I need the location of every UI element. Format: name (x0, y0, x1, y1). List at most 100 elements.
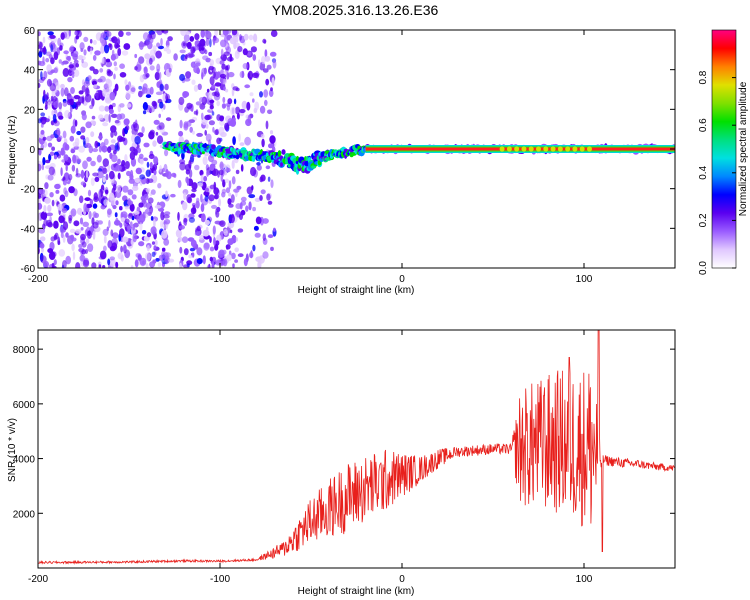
noise-speckle (70, 234, 75, 241)
noise-speckle (217, 250, 223, 259)
noise-speckle (122, 185, 129, 193)
noise-speckle (173, 53, 178, 61)
noise-speckle (53, 67, 58, 74)
noise-speckle (134, 178, 140, 183)
noise-speckle (196, 225, 201, 232)
noise-speckle (205, 123, 209, 129)
noise-speckle (193, 110, 198, 115)
noise-speckle (231, 30, 238, 36)
noise-speckle (110, 229, 114, 237)
noise-speckle (103, 235, 107, 244)
noise-speckle (38, 41, 43, 50)
noise-speckle (203, 175, 208, 182)
signal-blob (280, 162, 283, 167)
noise-speckle (113, 130, 118, 137)
noise-speckle (158, 207, 165, 212)
noise-speckle (110, 125, 117, 133)
noise-speckle (40, 211, 48, 220)
noise-speckle (83, 36, 89, 43)
noise-speckle (65, 255, 71, 265)
noise-speckle (165, 117, 172, 122)
noise-speckle (50, 57, 55, 65)
noise-speckle (38, 202, 43, 210)
noise-speckle (134, 53, 138, 59)
noise-speckle (40, 129, 45, 135)
noise-speckle (234, 106, 241, 115)
signal-blob (251, 155, 256, 162)
noise-speckle (47, 142, 53, 148)
noise-speckle (109, 256, 116, 261)
noise-speckle (143, 67, 147, 72)
noise-speckle (110, 196, 116, 206)
noise-speckle (94, 50, 101, 56)
noise-speckle (84, 93, 92, 103)
noise-speckle (85, 203, 93, 209)
noise-speckle (87, 75, 92, 81)
noise-speckle (100, 142, 106, 151)
noise-speckle (53, 154, 58, 160)
noise-speckle (102, 265, 106, 268)
noise-speckle (63, 187, 67, 195)
noise-speckle (162, 93, 167, 102)
noise-speckle (239, 142, 245, 147)
noise-speckle (122, 166, 127, 171)
noise-speckle (206, 265, 210, 268)
colorbar-label: Normalized spectral amplitude (738, 81, 749, 216)
noise-speckle (252, 206, 256, 212)
signal-knot (550, 146, 556, 152)
noise-speckle (148, 57, 153, 65)
noise-speckle (82, 137, 86, 145)
noise-speckle (171, 172, 177, 178)
noise-speckle (53, 51, 59, 60)
noise-speckle (262, 68, 269, 73)
noise-speckle (119, 206, 123, 211)
noise-speckle (90, 160, 96, 167)
noise-speckle (226, 72, 230, 80)
noise-speckle (262, 38, 267, 44)
noise-speckle (216, 234, 222, 242)
noise-speckle (76, 130, 82, 136)
spectrogram-ytick-label: -60 (21, 264, 36, 275)
noise-speckle (73, 69, 80, 77)
noise-speckle (151, 251, 156, 257)
noise-speckle (267, 200, 273, 205)
noise-speckle (126, 225, 132, 230)
noise-speckle (265, 165, 271, 170)
noise-speckle (92, 54, 97, 61)
noise-speckle (212, 126, 215, 133)
noise-speckle (38, 118, 42, 124)
noise-speckle (179, 119, 183, 129)
noise-speckle (200, 174, 204, 183)
noise-speckle (62, 260, 67, 268)
noise-speckle (129, 203, 135, 212)
noise-speckle (107, 208, 112, 215)
noise-speckle (209, 104, 214, 110)
noise-speckle (218, 169, 224, 176)
noise-speckle (200, 203, 205, 213)
noise-speckle (62, 67, 70, 77)
noise-speckle (165, 190, 168, 198)
noise-speckle (248, 194, 256, 199)
noise-speckle (105, 60, 113, 68)
noise-speckle (186, 263, 190, 268)
noise-speckle (211, 66, 216, 73)
noise-speckle (156, 135, 164, 145)
colorbar-axes: 0.0 0.2 0.4 0.6 0.8 (698, 70, 736, 275)
noise-speckle (109, 43, 113, 51)
noise-speckle (38, 195, 42, 200)
noise-speckle (252, 244, 256, 252)
noise-speckle (194, 231, 198, 236)
noise-speckle (195, 62, 201, 67)
spectrogram-ytick-label: -40 (21, 224, 36, 235)
noise-speckle (54, 232, 59, 240)
noise-speckle (204, 49, 208, 55)
noise-speckle (122, 236, 129, 243)
noise-speckle (248, 34, 254, 41)
noise-speckle (114, 66, 118, 71)
noise-speckle (58, 249, 66, 257)
noise-speckle (102, 158, 110, 167)
noise-speckle (146, 161, 150, 168)
noise-speckle (134, 66, 138, 71)
noise-speckle (257, 260, 262, 268)
